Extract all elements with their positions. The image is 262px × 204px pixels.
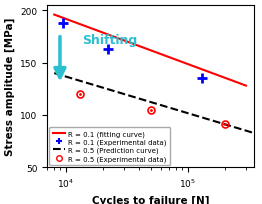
Text: Shifting: Shifting — [82, 34, 137, 47]
X-axis label: Cycles to failure [N]: Cycles to failure [N] — [92, 195, 209, 204]
Legend: R = 0.1 (fitting curve), R = 0.1 (Experimental data), R = 0.5 (Prediction curve): R = 0.1 (fitting curve), R = 0.1 (Experi… — [49, 127, 170, 165]
Y-axis label: Stress amplitude [MPa]: Stress amplitude [MPa] — [4, 18, 15, 156]
